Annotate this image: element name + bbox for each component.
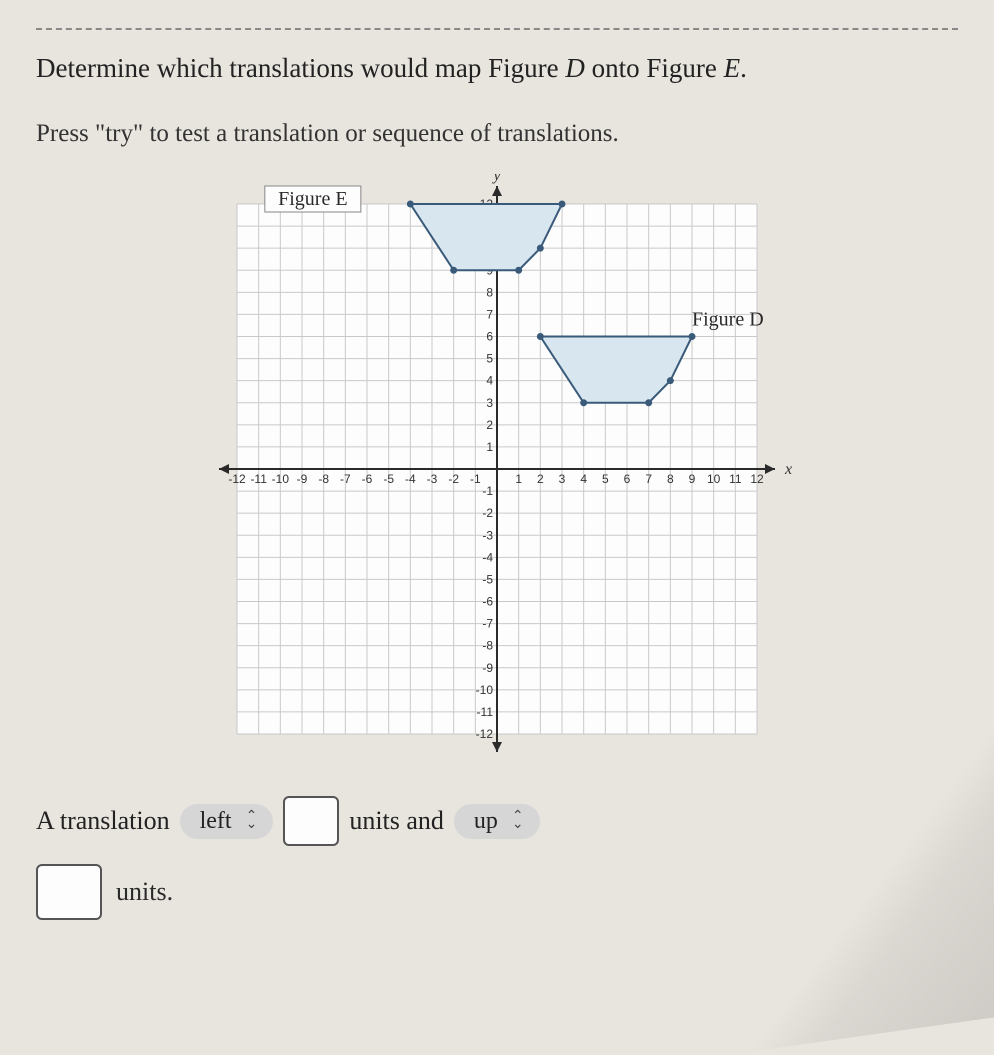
y-tick-label: -7 [482,617,493,631]
figure-d-vertex [537,333,544,340]
x-tick-label: -1 [470,472,481,486]
y-tick-label: 8 [486,285,493,299]
y-tick-label: -11 [477,705,494,719]
y-axis-label: y [491,174,501,184]
stepper-icon: ⌃ ⌄ [246,813,258,828]
y-tick-label: -2 [482,506,493,520]
x-tick-label: -8 [318,472,329,486]
y-tick-label: 3 [486,396,493,410]
figure-e-vertex [515,267,522,274]
x-tick-label: -7 [340,472,351,486]
figure-e-vertex [407,201,414,208]
figure-e-vertex [450,267,457,274]
x-tick-label: -12 [228,472,246,486]
arrow-right-icon [765,464,775,474]
y-tick-label: -3 [482,528,493,542]
arrow-up-icon [492,186,502,196]
figure-e-vertex [537,245,544,252]
x-tick-label: 3 [559,472,566,486]
x-tick-label: 11 [729,472,742,486]
direction-2-select[interactable]: up ⌃ ⌄ [454,804,540,839]
x-tick-label: 2 [537,472,544,486]
figure-e-vertex [559,201,566,208]
chevron-down-icon: ⌄ [512,821,524,829]
direction-1-label: left [200,808,232,835]
x-tick-label: -3 [427,472,438,486]
chevron-down-icon: ⌄ [246,821,258,829]
x-tick-label: 6 [624,472,631,486]
x-tick-label: 1 [515,472,522,486]
figure-e-name: E [724,53,741,83]
units-label: units. [116,877,173,907]
units-row: units. [36,864,958,920]
answer-mid: units and [349,806,444,836]
page-divider [36,28,958,30]
y-tick-label: -12 [476,727,494,741]
figure-d-name: D [565,53,585,83]
answer-lead: A translation [36,806,170,836]
x-tick-label: 8 [667,472,674,486]
question-mid: onto Figure [585,53,724,83]
figure-d-vertex [689,333,696,340]
stepper-icon: ⌃ ⌄ [512,813,524,828]
x-tick-label: -10 [272,472,290,486]
question-text: Determine which translations would map F… [36,48,958,89]
y-tick-label: 5 [486,352,493,366]
x-tick-label: 9 [689,472,696,486]
y-tick-label: -6 [482,595,493,609]
figure-d-vertex [580,399,587,406]
x-tick-label: 5 [602,472,609,486]
units-1-input[interactable] [283,796,339,846]
y-tick-label: -1 [482,484,493,498]
coordinate-chart: -12-11-10-9-8-7-6-5-4-3-2-11234567891011… [177,174,817,764]
y-tick-label: 6 [486,330,493,344]
arrow-down-icon [492,742,502,752]
x-tick-label: -9 [297,472,308,486]
y-tick-label: -4 [482,550,493,564]
x-tick-label: -11 [250,472,267,486]
question-prefix: Determine which translations would map F… [36,53,565,83]
units-2-input[interactable] [36,864,102,920]
figure-e-label: Figure E [278,188,347,210]
y-tick-label: 2 [486,418,493,432]
x-tick-label: 4 [580,472,587,486]
direction-2-label: up [474,808,498,835]
x-axis-label: x [784,461,792,478]
figure-d-label: Figure D [692,308,764,330]
direction-1-select[interactable]: left ⌃ ⌄ [180,804,274,839]
figure-d-vertex [645,399,652,406]
x-tick-label: 10 [707,472,721,486]
x-tick-label: -4 [405,472,416,486]
y-tick-label: -9 [482,661,493,675]
x-tick-label: -5 [383,472,394,486]
x-tick-label: 7 [645,472,652,486]
hint-text: Press "try" to test a translation or seq… [36,115,958,153]
y-tick-label: 1 [486,440,493,454]
answer-sentence: A translation left ⌃ ⌄ units and up ⌃ ⌄ [36,796,958,846]
y-tick-label: -8 [482,639,493,653]
x-tick-label: 12 [750,472,764,486]
y-tick-label: 7 [486,307,493,321]
y-tick-label: 4 [486,374,493,388]
question-suffix: . [740,53,747,83]
x-tick-label: -6 [362,472,373,486]
x-tick-label: -2 [448,472,459,486]
grid-svg: -12-11-10-9-8-7-6-5-4-3-2-11234567891011… [177,174,817,764]
y-tick-label: -10 [476,683,494,697]
y-tick-label: -5 [482,572,493,586]
figure-d-vertex [667,377,674,384]
